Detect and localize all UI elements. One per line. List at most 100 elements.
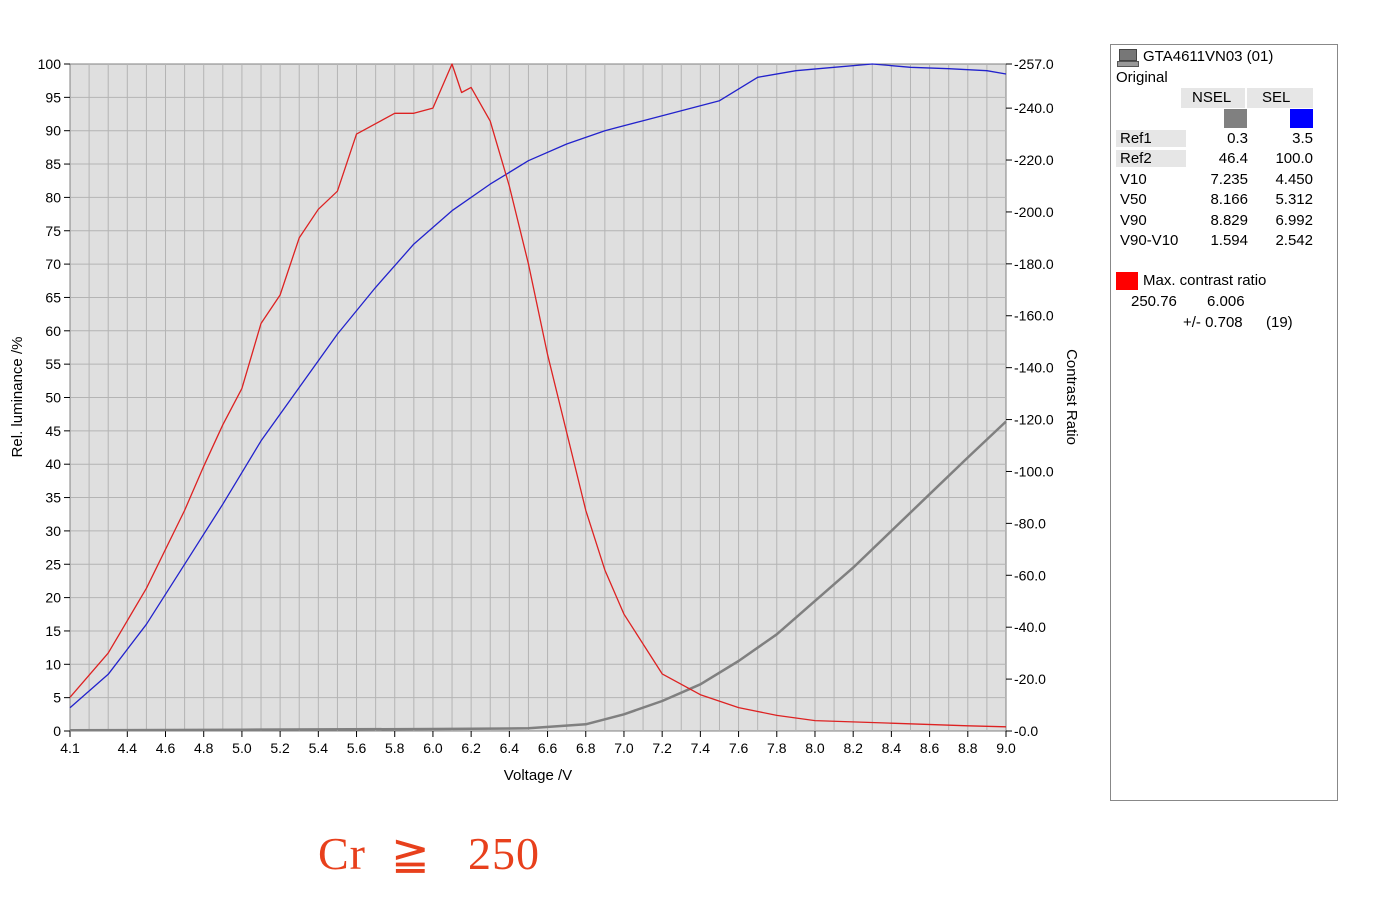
series-line-1	[69, 420, 1007, 732]
x-tick-label: 6.2	[461, 740, 481, 756]
y-tick-label: 15	[45, 623, 61, 639]
y2-tick-label: -20.0	[1014, 671, 1046, 687]
y-tick-label: 20	[45, 590, 61, 606]
x-tick-label: 5.6	[347, 740, 367, 756]
legend-row-nsel: 1.594	[1210, 232, 1248, 249]
x-tick-label: 4.1	[60, 740, 80, 756]
x-axis-label: Voltage /V	[504, 767, 572, 784]
x-tick-label: 5.2	[270, 740, 290, 756]
legend-title: GTA4611VN03 (01)	[1143, 48, 1274, 65]
y-tick-label: 70	[45, 256, 61, 272]
x-tick-label: 6.8	[576, 740, 596, 756]
x-tick-label: 5.0	[232, 740, 252, 756]
x-tick-label: 4.6	[156, 740, 176, 756]
y-tick-label: 75	[45, 223, 61, 239]
y-tick-label: 85	[45, 156, 61, 172]
y-tick-label: 5	[53, 690, 61, 706]
legend-row-label: V10	[1120, 170, 1147, 188]
x-tick-label: 5.8	[385, 740, 405, 756]
x-tick-label: 8.2	[843, 740, 863, 756]
y2-tick-label: -257.0	[1014, 56, 1054, 72]
x-tick-label: 7.0	[614, 740, 634, 756]
y2-tick-label: -160.0	[1014, 308, 1054, 324]
legend-row-sel: 5.312	[1275, 191, 1313, 209]
legend-panel: GTA4611VN03 (01) Original NSEL SEL Ref1 0…	[1110, 44, 1338, 801]
contrast-tolerance: +/- 0.708	[1183, 314, 1243, 331]
legend-row-label: V90-V10	[1120, 232, 1179, 249]
y-axis-label: Rel. luminance /%	[9, 337, 26, 458]
x-tick-label: 7.6	[729, 740, 749, 756]
y-tick-label: 0	[53, 723, 61, 739]
x-tick-label: 6.0	[423, 740, 443, 756]
x-tick-label: 7.2	[652, 740, 672, 756]
legend-row-sel: 3.5	[1292, 130, 1313, 147]
y-tick-label: 40	[45, 456, 61, 472]
x-tick-label: 5.4	[309, 740, 329, 756]
legend-row-sel: 100.0	[1275, 150, 1313, 168]
legend-row-label: Ref2	[1116, 150, 1186, 168]
y2-tick-label: -0.0	[1014, 723, 1038, 739]
legend-subtitle: Original	[1116, 69, 1168, 86]
legend-row-label: V90	[1120, 211, 1147, 229]
y-tick-label: 60	[45, 323, 61, 339]
y2-tick-label: -200.0	[1014, 204, 1054, 220]
y-tick-label: 100	[38, 56, 62, 72]
contrast-voltage: 6.006	[1207, 293, 1245, 310]
y-tick-label: 50	[45, 390, 61, 406]
y-tick-label: 25	[45, 556, 61, 572]
y2-tick-label: -40.0	[1014, 619, 1046, 635]
x-tick-label: 9.0	[996, 740, 1016, 756]
legend-row-label: Ref1	[1116, 130, 1186, 147]
y-tick-label: 10	[45, 656, 61, 672]
y-tick-label: 35	[45, 490, 61, 506]
contrast-value: 250.76	[1131, 293, 1177, 310]
y2-tick-label: -80.0	[1014, 515, 1046, 531]
contrast-note: Cr ≧ 250	[318, 828, 541, 879]
x-tick-label: 4.4	[118, 740, 138, 756]
y-tick-label: 65	[45, 289, 61, 305]
x-tick-label: 8.8	[958, 740, 978, 756]
contrast-count: (19)	[1266, 314, 1293, 331]
x-tick-label: 7.8	[767, 740, 787, 756]
legend-row-sel: 2.542	[1275, 232, 1313, 249]
x-tick-label: 8.4	[882, 740, 902, 756]
sel-header-bg	[1247, 88, 1313, 108]
y-tick-label: 45	[45, 423, 61, 439]
legend-row-nsel: 46.4	[1218, 150, 1248, 168]
y2-tick-label: -140.0	[1014, 360, 1054, 376]
nsel-header-bg	[1181, 88, 1245, 108]
legend-row-sel: 6.992	[1275, 211, 1313, 229]
series-line-2	[69, 63, 1007, 709]
y2-tick-label: -240.0	[1014, 100, 1054, 116]
y2-tick-label: -220.0	[1014, 152, 1054, 168]
y-tick-label: 80	[45, 189, 61, 205]
legend-row-nsel: 8.829	[1210, 211, 1248, 229]
y2-tick-label: -180.0	[1014, 256, 1054, 272]
sel-color-swatch	[1290, 109, 1313, 128]
y2-axis-label: Contrast Ratio	[1063, 349, 1080, 445]
grid-lines	[70, 64, 1006, 731]
sel-header: SEL	[1262, 89, 1291, 106]
chart: 4.1 4.4 4.6 4.8 5.0 5.2 5.4 5.6 5.8 6.0 6.2 6.4 6.6 6…	[9, 56, 1080, 784]
y-tick-label: 55	[45, 356, 61, 372]
x-tick-label: 6.6	[538, 740, 558, 756]
y2-tick-label: -100.0	[1014, 463, 1054, 479]
y2-tick-label: -120.0	[1014, 412, 1054, 428]
contrast-color-swatch	[1116, 272, 1138, 290]
axes: 4.1 4.4 4.6 4.8 5.0 5.2 5.4 5.6 5.8 6.0 6.2 6.4 6.6 6…	[38, 56, 1054, 756]
monitor-icon	[1117, 49, 1139, 67]
series-lines	[69, 63, 1007, 732]
x-tick-label: 6.4	[500, 740, 520, 756]
legend-row-nsel: 0.3	[1227, 130, 1248, 147]
legend-row-sel: 4.450	[1275, 170, 1313, 188]
x-tick-label: 4.8	[194, 740, 214, 756]
nsel-color-swatch	[1224, 109, 1247, 128]
legend-row-nsel: 8.166	[1210, 191, 1248, 209]
y-tick-label: 30	[45, 523, 61, 539]
nsel-header: NSEL	[1192, 89, 1232, 106]
x-tick-label: 8.0	[805, 740, 825, 756]
series-line-3	[69, 63, 1007, 728]
y-tick-label: 95	[45, 89, 61, 105]
x-tick-label: 7.4	[691, 740, 711, 756]
y-tick-label: 90	[45, 123, 61, 139]
